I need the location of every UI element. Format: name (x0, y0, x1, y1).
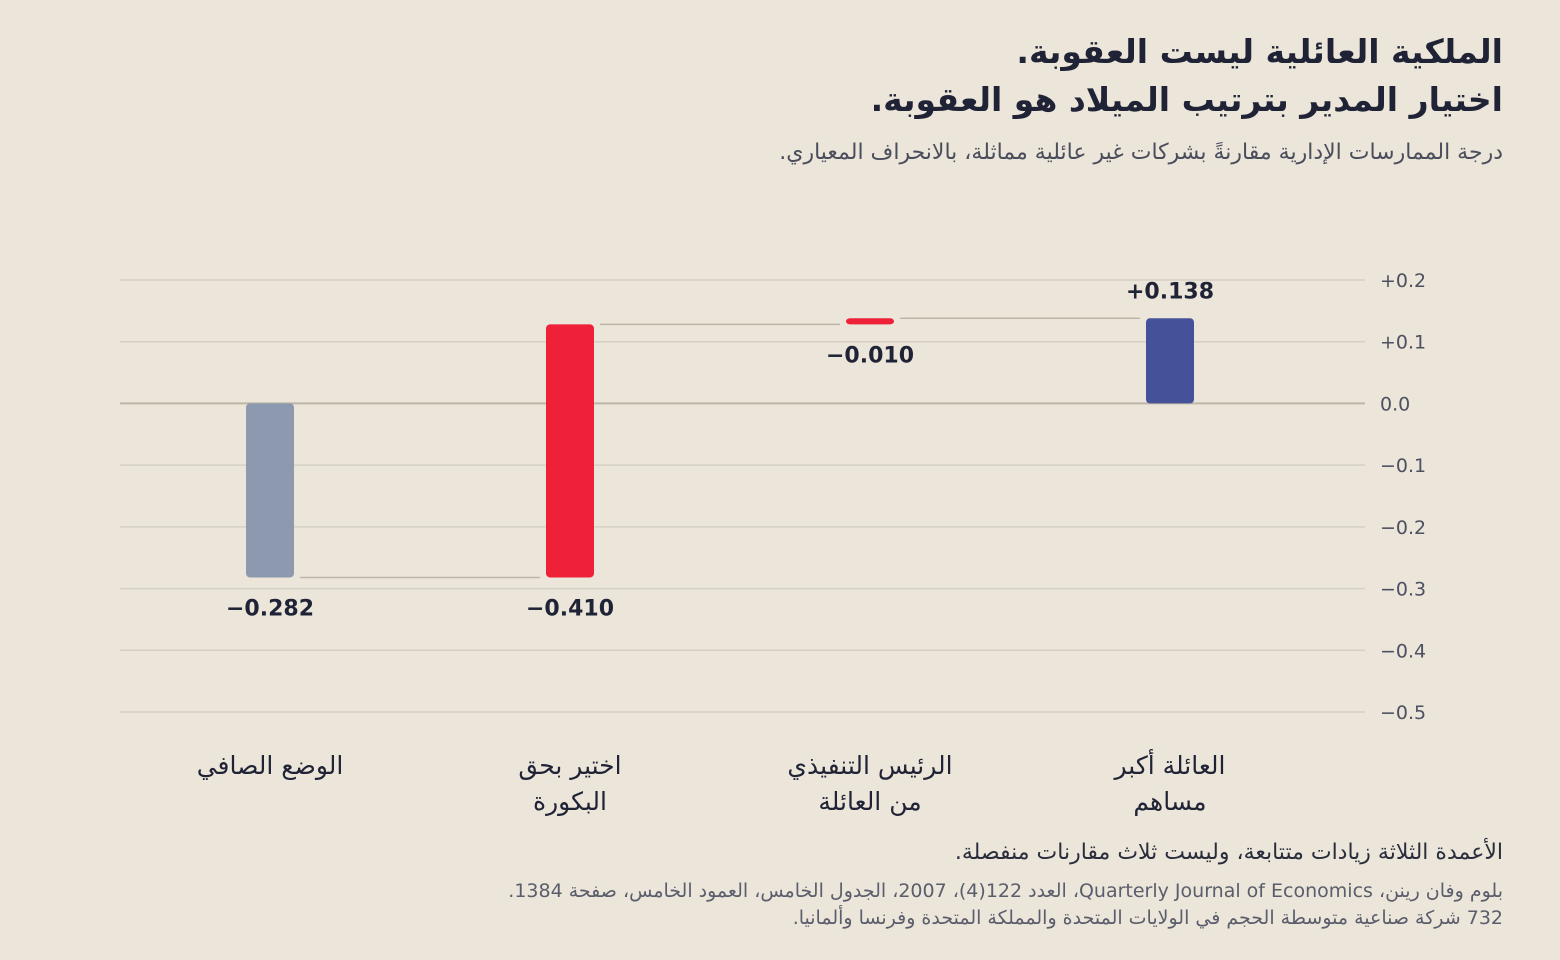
category-label: اختير بحق البكورة (440, 748, 700, 820)
y-tick-label: −0.5 (1380, 702, 1426, 724)
bar-value-label: +0.138 (1126, 279, 1214, 304)
category-label: الوضع الصافي (140, 748, 400, 784)
chart-title-line-1: الملكية العائلية ليست العقوبة. (1016, 32, 1503, 71)
category-label-line: الرئيس التنفيذي (787, 751, 953, 780)
y-tick-label: +0.1 (1380, 332, 1426, 354)
category-label-line: الوضع الصافي (196, 751, 344, 780)
y-tick-label: −0.1 (1380, 455, 1426, 477)
y-tick-label: 0.0 (1380, 393, 1410, 415)
y-tick-label: −0.3 (1380, 579, 1426, 601)
bar (546, 324, 594, 578)
bar-value-label: −0.282 (226, 596, 314, 621)
chart-note: الأعمدة الثلاثة زيادات متتابعة، وليست ثل… (954, 840, 1503, 865)
category-label-line: مساهم (1133, 787, 1207, 816)
source-line-1: بلوم وفان رينن، Quarterly Journal of Eco… (508, 880, 1503, 902)
category-label-line: البكورة (533, 787, 607, 816)
bar-value-label: −0.410 (526, 596, 614, 621)
category-label: الرئيس التنفيذي من العائلة (740, 748, 1000, 820)
category-label-line: اختير بحق (518, 751, 622, 780)
category-label-line: العائلة أكبر (1114, 751, 1226, 780)
chart-title-line-2: اختيار المدير بترتيب الميلاد هو العقوبة. (870, 80, 1503, 119)
bar (246, 403, 294, 578)
category-label-line: من العائلة (818, 787, 922, 816)
source-line-2: 732 شركة صناعية متوسطة الحجم في الولايات… (792, 907, 1503, 929)
category-label: العائلة أكبر مساهم (1040, 748, 1300, 820)
bar (1146, 318, 1194, 404)
bar (846, 318, 894, 325)
y-tick-label: +0.2 (1380, 270, 1426, 292)
bar-value-label: −0.010 (826, 343, 914, 368)
y-tick-label: −0.2 (1380, 517, 1426, 539)
chart-subtitle: درجة الممارسات الإدارية مقارنةً بشركات غ… (779, 140, 1503, 165)
y-tick-label: −0.4 (1380, 640, 1426, 662)
